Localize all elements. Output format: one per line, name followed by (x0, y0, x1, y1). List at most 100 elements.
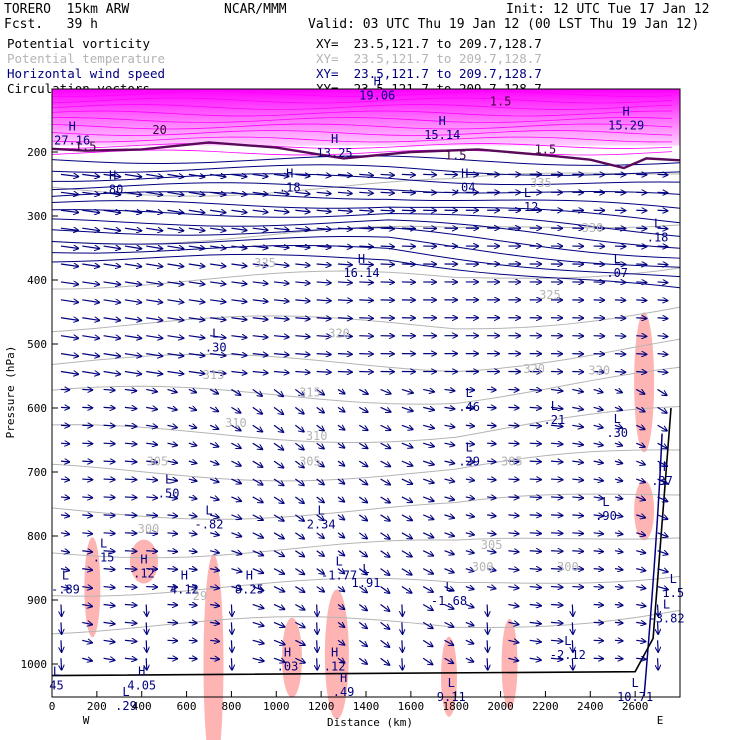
circulation-vector (210, 640, 219, 641)
circulation-vector (210, 372, 226, 374)
extremum-value: .50 (158, 487, 180, 501)
circulation-vector (124, 228, 142, 231)
extremum-marker: L (524, 186, 531, 200)
circulation-vector (359, 246, 373, 247)
circulation-vector (167, 372, 184, 374)
circulation-vector (252, 568, 264, 574)
circulation-vector (273, 300, 289, 302)
circulation-vector (167, 425, 178, 427)
circulation-vector (273, 550, 284, 557)
circulation-vector (359, 210, 373, 211)
extremum-value: .04 (454, 181, 476, 195)
circulation-vector (188, 622, 197, 623)
circulation-vector (572, 587, 583, 588)
circulation-vector (508, 515, 519, 516)
circulation-vector (252, 228, 268, 230)
x-tick-label: 200 (87, 700, 107, 713)
circulation-vector (295, 568, 304, 575)
circulation-vector (337, 228, 352, 229)
circulation-vector (317, 658, 318, 670)
circulation-vector (380, 568, 390, 576)
circulation-vector (657, 496, 668, 502)
circulation-vector (402, 640, 403, 652)
circulation-vector (82, 569, 92, 571)
circulation-vector (380, 478, 391, 485)
circulation-vector (316, 460, 325, 467)
circulation-vector (635, 389, 645, 394)
forecast-hour: Fcst. 39 h (4, 17, 98, 32)
extremum-marker: H (138, 665, 145, 679)
circulation-vector (60, 425, 70, 426)
circulation-vector (61, 658, 62, 670)
circulation-vector (614, 425, 623, 428)
circulation-vector (188, 587, 197, 588)
circulation-vector (167, 228, 184, 231)
extremum-value: .07 (606, 266, 628, 280)
circulation-vector (273, 586, 285, 592)
circulation-vector (167, 461, 178, 463)
circulation-vector (273, 210, 289, 212)
circulation-vector (167, 622, 178, 623)
circulation-vector (380, 639, 390, 647)
circulation-vector (572, 533, 583, 534)
circulation-vector (508, 497, 519, 498)
circulation-vector (124, 622, 137, 623)
circulation-vector (252, 406, 263, 414)
circulation-vector (337, 300, 352, 301)
circulation-vector (209, 569, 219, 571)
x-tick-label: 1400 (353, 700, 380, 713)
circulation-vector (103, 515, 116, 516)
east-end-label: E (657, 714, 664, 727)
extremum-marker: H (439, 114, 446, 128)
circulation-vector (167, 640, 178, 641)
circulation-vector (231, 533, 241, 537)
wind-contour (51, 173, 681, 186)
circulation-vector (657, 372, 668, 373)
circulation-vector (593, 461, 604, 463)
circulation-vector (614, 497, 623, 499)
circulation-vector (337, 264, 352, 265)
circulation-vector (316, 532, 325, 539)
circulation-vector (422, 514, 434, 520)
circulation-vector (657, 246, 668, 247)
circulation-vector (358, 568, 367, 575)
circulation-vector (210, 658, 219, 659)
y-tick-label: 600 (27, 402, 47, 415)
circulation-vector (657, 460, 668, 466)
circulation-vector (146, 461, 157, 462)
x-tick-label: 1600 (398, 700, 425, 713)
circulation-vector (337, 515, 345, 520)
circulation-vector (231, 246, 247, 248)
circulation-vector (294, 460, 304, 468)
circulation-vector (210, 264, 226, 266)
west-end-label: W (83, 714, 90, 727)
circulation-vector (167, 407, 178, 410)
circulation-vector (422, 532, 434, 538)
extremum-marker: L (663, 597, 670, 611)
circulation-vector (188, 228, 205, 231)
circulation-vector (146, 210, 163, 213)
pv-label: 1.5 (75, 140, 97, 154)
circulation-vector (295, 354, 310, 355)
circulation-vector (614, 533, 623, 535)
y-tick-label: 400 (27, 274, 47, 287)
circulation-vector (273, 496, 284, 503)
circulation-vector (487, 658, 488, 670)
circulation-vector (316, 496, 325, 503)
circulation-vector (614, 389, 622, 392)
circulation-vector (636, 264, 647, 265)
extremum-value: .12 (517, 200, 539, 214)
circulation-vector (593, 640, 604, 641)
circulation-vector (124, 604, 137, 605)
extremum-marker: L (466, 441, 473, 455)
extremum-marker: L (564, 634, 571, 648)
extremum-marker: L (632, 676, 639, 690)
circulation-vector (273, 639, 285, 644)
circulation-vector (316, 372, 332, 373)
circulation-vector (146, 354, 163, 357)
circulation-vector (146, 569, 157, 570)
circulation-vector (210, 587, 219, 589)
circulation-vector (103, 300, 121, 303)
theta-label: 320 (328, 327, 350, 341)
circulation-vector (103, 407, 116, 408)
